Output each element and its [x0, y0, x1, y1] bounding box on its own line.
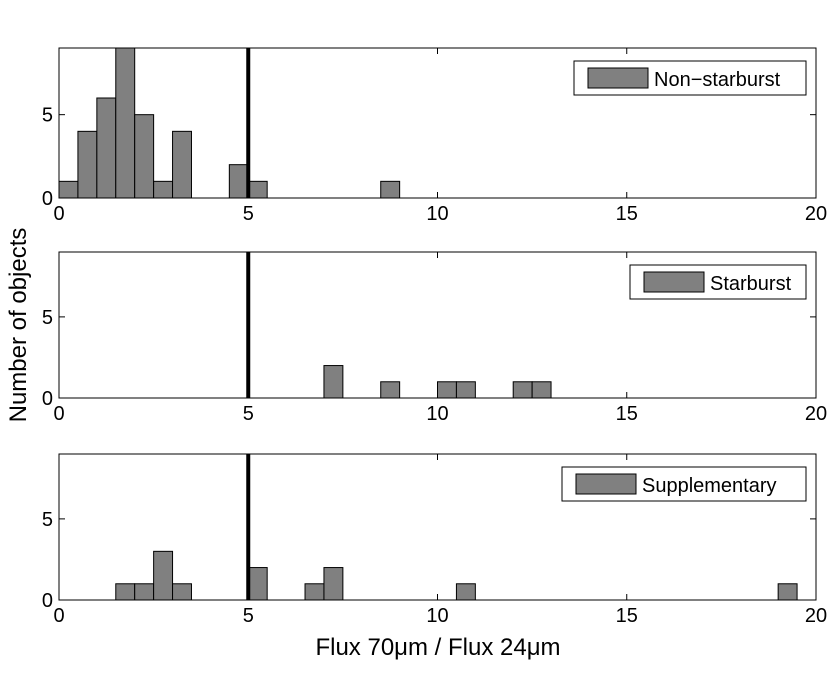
legend-label: Non−starburst	[654, 69, 781, 91]
y-tick-label: 5	[42, 509, 53, 531]
legend-swatch	[575, 473, 637, 495]
x-tick-label: 20	[805, 203, 827, 225]
histogram-bar	[455, 583, 476, 601]
histogram-bar	[115, 583, 136, 601]
panel-1: 0 5 10 15 20 0 5 Non−starburst	[42, 47, 827, 225]
x-tick-label: 5	[243, 403, 254, 425]
x-tick-label: 0	[53, 605, 64, 627]
histogram-bar	[323, 365, 344, 399]
histogram-bar	[512, 381, 533, 399]
x-tick-label: 15	[616, 403, 638, 425]
histogram-bar	[58, 180, 79, 199]
histogram-bar	[323, 567, 344, 601]
histogram-bar	[247, 180, 268, 199]
y-tick-label: 5	[42, 105, 53, 127]
x-tick-label: 15	[616, 605, 638, 627]
x-tick-label: 10	[426, 403, 448, 425]
histogram-bar	[115, 47, 136, 199]
histogram-bar	[228, 164, 249, 199]
histogram-bar	[380, 381, 401, 399]
histogram-bar	[437, 381, 457, 399]
legend: Supplementary	[561, 466, 807, 502]
histogram-bar	[153, 550, 174, 601]
x-tick-label: 20	[805, 605, 827, 627]
histogram-bar	[96, 97, 117, 199]
x-tick-label: 0	[53, 403, 64, 425]
x-tick-label: 10	[426, 605, 448, 627]
panel-2: 0 5 10 15 20 0 5 Starburst	[42, 251, 827, 425]
y-tick-label: 0	[42, 188, 53, 210]
x-tick-label: 20	[805, 403, 827, 425]
histogram-bar	[777, 583, 798, 601]
legend-swatch	[587, 67, 649, 89]
histogram-bar	[134, 583, 155, 601]
histogram-bar	[455, 381, 476, 399]
y-tick-label: 0	[42, 388, 53, 410]
x-tick-label: 0	[53, 203, 64, 225]
histogram-bar	[134, 114, 155, 199]
histogram-bar	[172, 130, 192, 199]
legend: Non−starburst	[573, 60, 807, 96]
legend-swatch	[643, 271, 705, 293]
x-tick-label: 5	[243, 203, 254, 225]
histogram-bar	[380, 180, 401, 199]
x-tick-label: 5	[243, 605, 254, 627]
panel-3: 0 5 10 15 20 0 5 Supplementary	[42, 453, 827, 627]
histogram-bar	[77, 130, 98, 199]
histogram-bar	[172, 583, 192, 601]
legend: Starburst	[629, 264, 807, 300]
histogram-bar	[531, 381, 552, 399]
histogram-bar	[153, 180, 174, 199]
legend-label: Starburst	[710, 273, 792, 295]
x-axis-label: Flux 70μm / Flux 24μm	[315, 634, 560, 661]
y-tick-label: 0	[42, 590, 53, 612]
x-tick-label: 15	[616, 203, 638, 225]
y-axis-label: Number of objects	[5, 228, 32, 423]
x-tick-label: 10	[426, 203, 448, 225]
histogram-bar	[304, 583, 325, 601]
legend-label: Supplementary	[642, 475, 777, 497]
y-tick-label: 5	[42, 307, 53, 329]
histogram-bar	[247, 567, 268, 601]
